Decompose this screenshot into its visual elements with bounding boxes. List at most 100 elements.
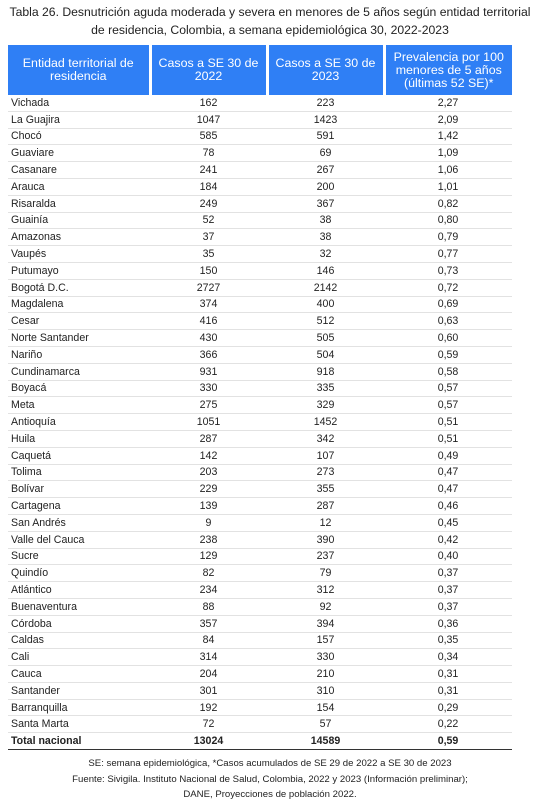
table-cell: 512 (267, 312, 384, 331)
table-row: Cartagena 139 287 0,46 (8, 497, 512, 515)
table-cell: 157 (267, 632, 384, 650)
table-cell: 430 (150, 329, 267, 347)
table-cell: Casanare (8, 161, 150, 179)
table-cell: San Andrés (8, 514, 150, 532)
table-cell: 203 (150, 464, 267, 482)
table-row: San Andrés 9 12 0,45 (8, 514, 512, 532)
table-cell: Santa Marta (8, 715, 150, 734)
table-cell: 154 (267, 699, 384, 717)
table-row: Santa Marta 72 57 0,22 (8, 715, 512, 734)
table-cell: 9 (150, 514, 267, 532)
table-cell: 0,63 (384, 312, 512, 331)
table-row: Cauca 204 210 0,31 (8, 665, 512, 683)
table-cell: Buenaventura (8, 598, 150, 616)
table-cell: 150 (150, 262, 267, 280)
table-cell: 0,51 (384, 413, 512, 431)
table-cell: 1,42 (384, 128, 512, 146)
table-cell: 0,79 (384, 228, 512, 247)
table-cell: 0,37 (384, 564, 512, 583)
total-cell: Total nacional (8, 732, 150, 751)
table-cell: 0,46 (384, 497, 512, 515)
table-cell: 237 (267, 548, 384, 566)
table-row: Nariño 366 504 0,59 (8, 346, 512, 364)
table-cell: 1,06 (384, 161, 512, 179)
table-cell: 0,29 (384, 699, 512, 717)
table-cell: 139 (150, 497, 267, 515)
table-cell: 505 (267, 329, 384, 347)
data-table: Entidad territorial de residencia Casos a… (8, 45, 512, 751)
table-cell: Barranquilla (8, 699, 150, 717)
table-cell: 0,59 (384, 346, 512, 364)
table-cell: 88 (150, 598, 267, 616)
table-cell: 38 (267, 228, 384, 247)
table-cell: 223 (267, 95, 384, 112)
table-cell: Cartagena (8, 497, 150, 515)
table-cell: 107 (267, 447, 384, 465)
table-cell: Sucre (8, 548, 150, 566)
table-cell: 0,40 (384, 548, 512, 566)
table-cell: 249 (150, 195, 267, 213)
table-row: Amazonas 37 38 0,79 (8, 228, 512, 247)
total-row: Total nacional 13024 14589 0,59 (8, 732, 512, 751)
table-row: Vichada 162 223 2,27 (8, 95, 512, 112)
table-cell: Cundinamarca (8, 363, 150, 381)
table-cell: 72 (150, 715, 267, 734)
table-cell: Meta (8, 396, 150, 415)
table-cell: Caquetá (8, 447, 150, 465)
table-row: Caldas 84 157 0,35 (8, 632, 512, 650)
table-cell: 0,80 (384, 212, 512, 230)
table-cell: 0,57 (384, 380, 512, 398)
table-cell: 287 (150, 430, 267, 448)
table-cell: 591 (267, 128, 384, 146)
table-row: Barranquilla 192 154 0,29 (8, 699, 512, 717)
table-cell: Vaupés (8, 245, 150, 263)
table-row: Meta 275 329 0,57 (8, 396, 512, 415)
table-cell: 0,60 (384, 329, 512, 347)
table-cell: 1423 (267, 111, 384, 129)
table-cell: 129 (150, 548, 267, 566)
table-cell: 931 (150, 363, 267, 381)
table-row: Tolima 203 273 0,47 (8, 464, 512, 482)
table-cell: Valle del Cauca (8, 531, 150, 549)
table-cell: 2,27 (384, 95, 512, 112)
column-header: Casos a SE 30 de 2023 (265, 45, 384, 95)
table-cell: 162 (150, 95, 267, 112)
table-cell: 374 (150, 296, 267, 314)
table-cell: 0,73 (384, 262, 512, 280)
table-row: Cali 314 330 0,34 (8, 648, 512, 667)
table-cell: Guainía (8, 212, 150, 230)
table-cell: 1047 (150, 111, 267, 129)
table-cell: 37 (150, 228, 267, 247)
table-cell: 0,77 (384, 245, 512, 263)
table-cell: La Guajira (8, 111, 150, 129)
table-cell: 82 (150, 564, 267, 583)
table-cell: Magdalena (8, 296, 150, 314)
table-cell: 367 (267, 195, 384, 213)
table-row: Bolívar 229 355 0,47 (8, 480, 512, 499)
table-cell: 78 (150, 144, 267, 163)
table-cell: Chocó (8, 128, 150, 146)
table-cell: 229 (150, 480, 267, 499)
table-cell: 0,69 (384, 296, 512, 314)
table-cell: 0,31 (384, 665, 512, 683)
table-cell: 0,51 (384, 430, 512, 448)
table-cell: 0,37 (384, 598, 512, 616)
table-cell: 57 (267, 715, 384, 734)
table-cell: Córdoba (8, 615, 150, 633)
table-cell: 0,57 (384, 396, 512, 415)
table-cell: 287 (267, 497, 384, 515)
table-cell: 2142 (267, 279, 384, 297)
table-row: La Guajira 1047 1423 2,09 (8, 111, 512, 129)
table-cell: 918 (267, 363, 384, 381)
table-cell: 38 (267, 212, 384, 230)
table-row: Atlántico 234 312 0,37 (8, 581, 512, 599)
table-cell: 32 (267, 245, 384, 263)
table-cell: 1051 (150, 413, 267, 431)
table-cell: 146 (267, 262, 384, 280)
table-cell: 0,72 (384, 279, 512, 297)
table-cell: 1,09 (384, 144, 512, 163)
table-cell: Caldas (8, 632, 150, 650)
table-row: Chocó 585 591 1,42 (8, 128, 512, 146)
table-cell: 0,47 (384, 480, 512, 499)
table-cell: 504 (267, 346, 384, 364)
